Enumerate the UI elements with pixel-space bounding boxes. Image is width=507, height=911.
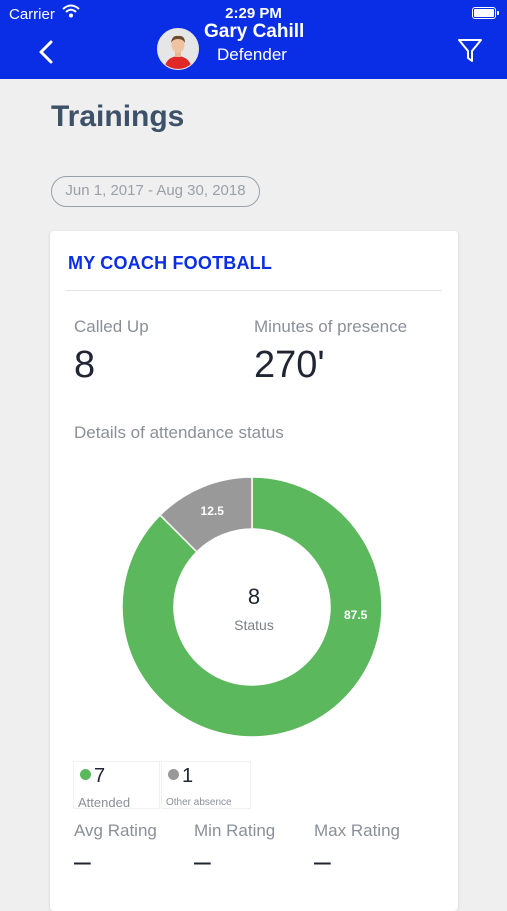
legend-attended: 7 Attended (73, 761, 160, 810)
back-button[interactable] (34, 38, 62, 68)
card-title: MY COACH FOOTBALL (68, 253, 273, 273)
other-absence-dot-icon (168, 769, 179, 780)
stats-card: MY COACH FOOTBALL Called Up 8 Minutes of… (50, 231, 458, 911)
max-rating-value: – (314, 845, 331, 878)
minutes-value: 270' (254, 344, 325, 386)
status-bar: Carrier 2:29 PM (0, 0, 507, 28)
battery-icon (472, 7, 499, 19)
legend-other-absence-label: Other absence (166, 797, 232, 808)
attendance-donut-chart: 87.5 12.5 (121, 476, 383, 738)
avatar (157, 28, 199, 70)
max-rating-label: Max Rating (314, 821, 400, 840)
attended-dot-icon (80, 769, 91, 780)
min-rating-label: Min Rating (194, 821, 276, 840)
legend-attended-label: Attended (78, 795, 131, 810)
legend-attended-count: 7 (94, 765, 106, 787)
donut-slice-attended (121, 476, 383, 738)
filter-icon (458, 39, 482, 62)
min-rating-value: – (194, 845, 211, 878)
page-title: Trainings (51, 100, 185, 133)
date-range-chip[interactable]: Jun 1, 2017 - Aug 30, 2018 (51, 176, 260, 207)
avg-rating-value: – (74, 845, 91, 878)
donut-center-value: 8 (247, 584, 261, 609)
attendance-details-label: Details of attendance status (74, 423, 284, 442)
called-up-value: 8 (74, 344, 96, 386)
status-time: 2:29 PM (225, 5, 282, 22)
donut-label-attended: 87.5 (344, 608, 368, 622)
legend-other-absence: 1 Other absence (161, 761, 251, 809)
wifi-icon (62, 4, 80, 22)
minutes-label: Minutes of presence (254, 317, 408, 336)
filter-button[interactable] (456, 36, 484, 66)
nav-bar: Gary Cahill Defender (0, 21, 507, 79)
avg-rating-label: Avg Rating (74, 821, 157, 840)
donut-slice-other-absence (159, 476, 253, 553)
player-role: Defender (217, 45, 287, 64)
card-divider (66, 290, 442, 291)
chevron-left-icon (39, 40, 53, 64)
carrier-label: Carrier (9, 6, 55, 23)
legend-other-absence-count: 1 (182, 765, 194, 787)
donut-center-label: Status (234, 617, 274, 633)
donut-label-other-absence: 12.5 (201, 504, 225, 518)
player-name: Gary Cahill (204, 21, 305, 42)
called-up-label: Called Up (74, 317, 149, 336)
